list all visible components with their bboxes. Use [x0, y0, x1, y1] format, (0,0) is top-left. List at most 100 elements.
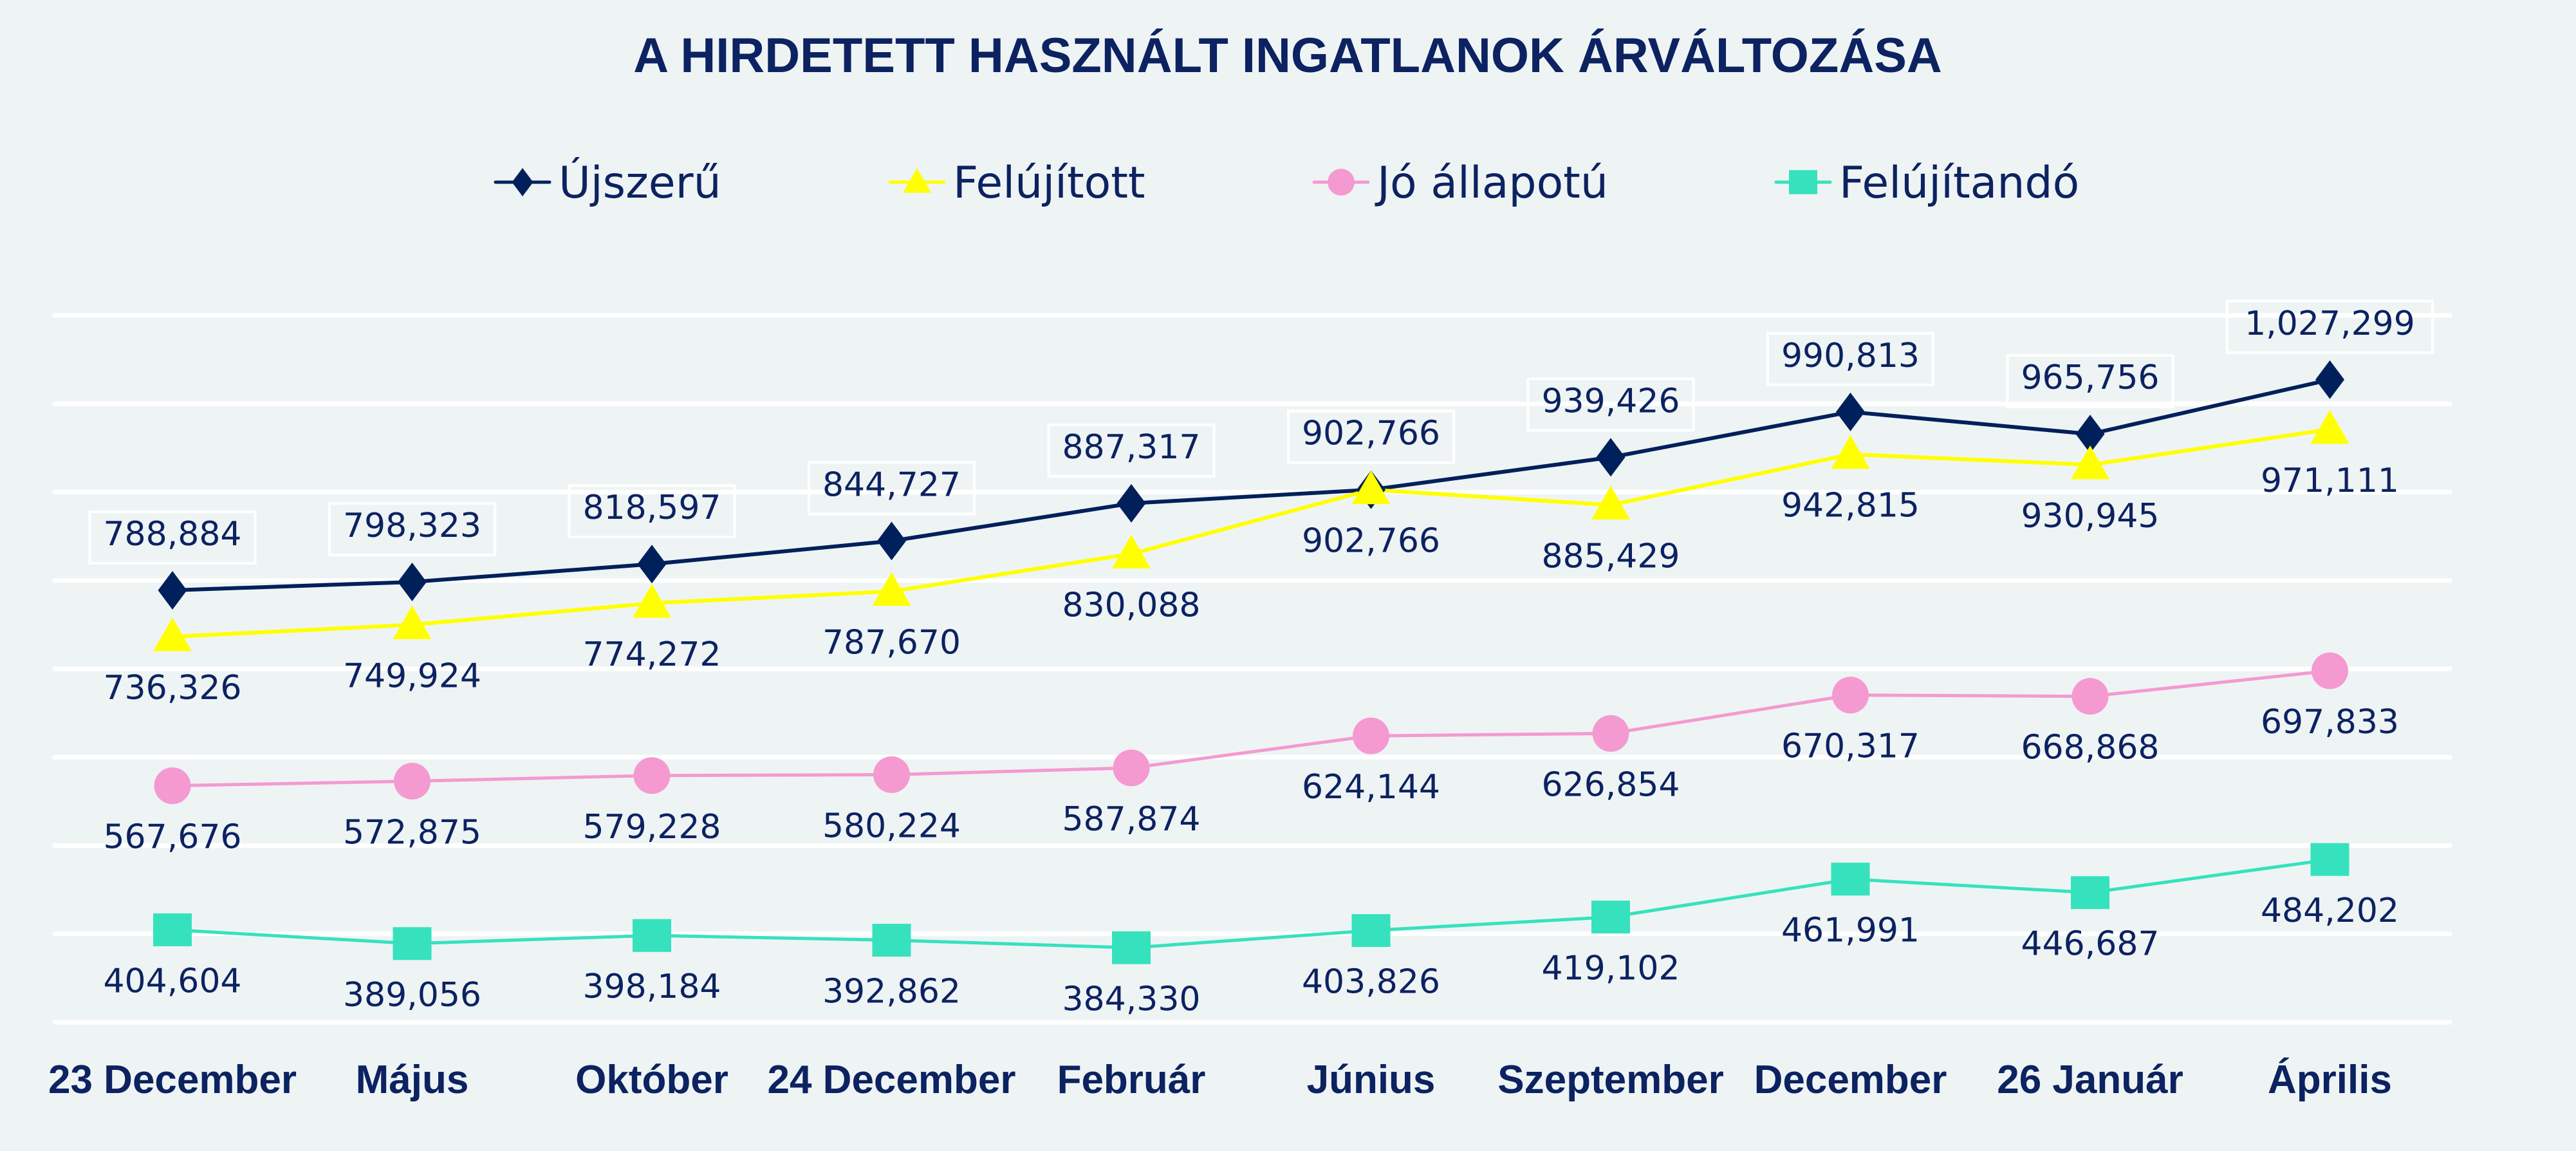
data-label: 902,766: [1302, 522, 1440, 561]
data-label: 902,766: [1302, 415, 1440, 453]
data-point-circle: [633, 757, 671, 794]
x-axis: 23 December Május Október 24 December Februá…: [48, 1058, 2392, 1102]
data-label: 624,144: [1302, 768, 1440, 807]
data-point-diamond: [637, 545, 667, 584]
data-label: 930,945: [2021, 497, 2159, 536]
data-label: 384,330: [1062, 980, 1200, 1018]
data-point-square: [1112, 931, 1151, 964]
data-label: 749,924: [343, 657, 481, 695]
data-label: 567,676: [103, 818, 241, 857]
data-label: 939,426: [1541, 382, 1680, 420]
data-label: 484,202: [2261, 892, 2399, 930]
x-tick-label: Június: [1307, 1058, 1436, 1102]
legend-label: Felújítandó: [1839, 158, 2079, 209]
legend-square-icon: [1789, 170, 1817, 194]
data-point-triangle: [393, 605, 432, 639]
data-point-square: [1831, 863, 1870, 896]
data-label: 579,228: [582, 808, 721, 847]
data-label-box: [1526, 377, 1695, 432]
x-tick-label: 24 December: [767, 1058, 1015, 1102]
series-line-2: [172, 669, 2330, 788]
legend-item[interactable]: Újszerű: [494, 157, 721, 209]
x-tick-label: 23 December: [48, 1058, 297, 1102]
data-label-box: [1766, 332, 1934, 386]
data-label-box: [808, 461, 976, 516]
data-label: 818,597: [582, 489, 721, 527]
data-label: 788,884: [103, 515, 241, 554]
data-point-triangle: [1591, 485, 1630, 519]
data-point-circle: [1832, 677, 1869, 714]
data-point-circle: [1592, 715, 1629, 752]
legend-item[interactable]: Felújítandó: [1774, 158, 2079, 209]
chart-title: A HIRDETETT HASZNÁLT INGATLANOK ÁRVÁLTOZ…: [633, 28, 1942, 83]
x-tick-label: Szeptember: [1497, 1058, 1723, 1102]
gridlines: [53, 313, 2452, 1025]
data-label-box: [568, 484, 736, 539]
series-line-1: [172, 427, 2330, 639]
series-line-0: [172, 377, 2331, 593]
data-label: 587,874: [1062, 800, 1200, 839]
data-label: 887,317: [1062, 428, 1200, 467]
data-point-square: [1591, 901, 1630, 934]
data-label-box: [88, 510, 257, 565]
data-label: 670,317: [1781, 727, 1920, 766]
data-point-diamond: [2315, 360, 2344, 399]
series-lines: [172, 377, 2331, 950]
data-point-square: [153, 913, 192, 946]
data-label: 446,687: [2021, 925, 2159, 964]
data-label: 965,756: [2021, 359, 2159, 397]
data-point-diamond: [158, 571, 187, 610]
data-point-diamond: [2075, 415, 2105, 454]
data-point-triangle: [872, 572, 911, 606]
data-label: 392,862: [822, 973, 961, 1011]
legend-diamond-icon: [512, 168, 533, 196]
x-tick-label: 26 Január: [1997, 1058, 2183, 1102]
data-point-triangle: [633, 584, 671, 618]
data-point-triangle: [1112, 534, 1151, 568]
data-point-square: [872, 924, 911, 957]
data-label-box: [2226, 299, 2434, 354]
data-point-triangle: [1831, 435, 1870, 469]
data-point-diamond: [1836, 392, 1865, 431]
data-label: 971,111: [2261, 462, 2399, 500]
data-point-square: [633, 919, 671, 952]
data-point-square: [2071, 876, 2109, 910]
data-point-circle: [1113, 749, 1150, 787]
data-label: 830,088: [1062, 586, 1200, 624]
data-point-diamond: [877, 521, 906, 561]
legend-label: Újszerű: [559, 157, 721, 209]
data-point-circle: [2071, 678, 2109, 715]
data-label: 404,604: [103, 962, 241, 1000]
data-point-triangle: [2310, 409, 2349, 444]
data-label: 403,826: [1302, 962, 1440, 1001]
data-label-box: [1287, 409, 1455, 464]
data-label: 798,323: [343, 507, 481, 545]
series-markers: [153, 360, 2349, 964]
data-point-triangle: [1351, 470, 1391, 505]
data-label: 626,854: [1541, 765, 1680, 804]
data-label: 580,224: [822, 807, 961, 845]
data-label: 419,102: [1541, 950, 1680, 988]
data-label: 461,991: [1781, 912, 1920, 950]
legend-triangle-icon: [903, 168, 931, 193]
data-label: 736,326: [103, 669, 241, 707]
data-label-box: [1047, 423, 1216, 478]
data-point-square: [1351, 913, 1391, 947]
legend-label: Jó állapotú: [1375, 158, 1608, 209]
data-label: 844,727: [822, 465, 961, 504]
data-label: 398,184: [582, 968, 721, 1006]
data-point-triangle: [2071, 445, 2109, 480]
legend-item[interactable]: Jó állapotú: [1312, 158, 1608, 209]
data-point-circle: [1353, 717, 1389, 754]
legend-item[interactable]: Felújított: [888, 158, 1145, 209]
data-label-box: [2006, 354, 2174, 409]
x-tick-label: Május: [356, 1058, 469, 1102]
data-label: 668,868: [2021, 729, 2159, 767]
data-label: 990,813: [1781, 337, 1920, 375]
legend-label: Felújított: [953, 158, 1145, 209]
data-point-circle: [2312, 652, 2348, 689]
data-label: 572,875: [343, 813, 481, 852]
data-point-circle: [394, 762, 431, 800]
x-tick-label: Október: [575, 1058, 728, 1102]
data-point-square: [393, 927, 432, 960]
